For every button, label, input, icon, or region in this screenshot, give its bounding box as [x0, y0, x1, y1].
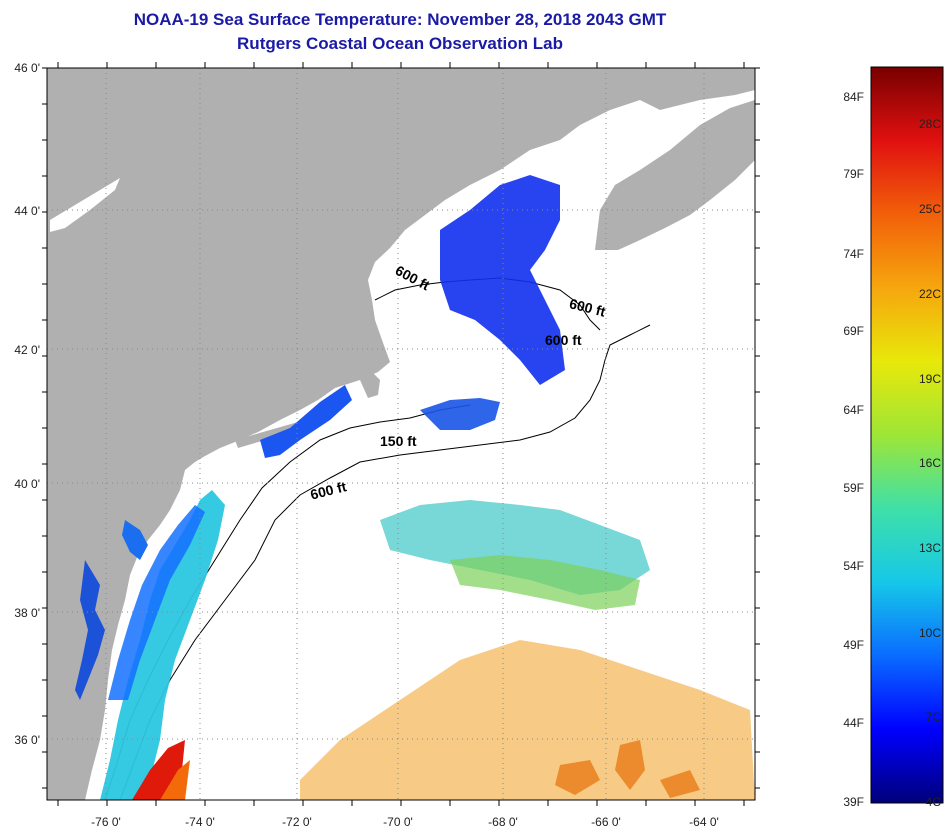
- lake-ontario: [50, 178, 120, 232]
- sst-georges-bank: [420, 398, 500, 430]
- colorbar-c-label: 13C: [919, 541, 941, 555]
- colorbar-c-label: 16C: [919, 456, 941, 470]
- colorbar-c-label: 7C: [926, 710, 942, 724]
- sst-coastal-swath: [100, 490, 225, 800]
- lon-label: -66 0': [591, 815, 621, 829]
- colorbar-f-label: 39F: [843, 795, 864, 809]
- lon-label: -70 0': [383, 815, 413, 829]
- sst-gulfstream-orange: [160, 760, 190, 800]
- lat-label: 40 0': [14, 477, 40, 491]
- colorbar-fahrenheit-labels: 84F 79F 74F 69F 64F 59F 54F 49F 44F 39F: [843, 90, 864, 809]
- colorbar-f-label: 84F: [843, 90, 864, 104]
- map-subtitle: Rutgers Coastal Ocean Observation Lab: [237, 34, 563, 53]
- colorbar: [870, 66, 944, 804]
- colorbar-f-label: 54F: [843, 559, 864, 573]
- sst-slope-green: [450, 555, 640, 610]
- delaware-bay: [122, 520, 148, 560]
- lat-label: 46 0': [14, 61, 40, 75]
- colorbar-c-label: 19C: [919, 372, 941, 386]
- colorbar-f-label: 74F: [843, 247, 864, 261]
- sst-long-island-sound: [260, 385, 352, 458]
- longitude-axis: -76 0' -74 0' -72 0' -70 0' -68 0' -66 0…: [91, 815, 719, 829]
- colorbar-f-label: 64F: [843, 403, 864, 417]
- colorbar-f-label: 59F: [843, 481, 864, 495]
- latitude-axis: 46 0' 44 0' 42 0' 40 0' 38 0' 36 0': [14, 61, 40, 747]
- lon-label: -74 0': [185, 815, 215, 829]
- colorbar-c-label: 28C: [919, 117, 941, 131]
- colorbar-c-label: 25C: [919, 202, 941, 216]
- chesapeake-bay: [75, 560, 105, 700]
- colorbar-f-label: 79F: [843, 167, 864, 181]
- land-cape-cod: [360, 372, 380, 398]
- sst-coastal-inner: [108, 505, 205, 700]
- colorbar-c-label: 22C: [919, 287, 941, 301]
- isobath-label: 150 ft: [380, 433, 417, 449]
- map-title: NOAA-19 Sea Surface Temperature: Novembe…: [133, 10, 667, 29]
- land-mainland: [47, 68, 755, 800]
- lat-label: 44 0': [14, 204, 40, 218]
- lat-label: 36 0': [14, 733, 40, 747]
- colorbar-f-label: 69F: [843, 324, 864, 338]
- lon-label: -76 0': [91, 815, 121, 829]
- lat-label: 38 0': [14, 606, 40, 620]
- axis-ticks: [42, 62, 760, 806]
- isobath-600ft-shelf: [119, 324, 651, 800]
- isobath-label: 600 ft: [545, 332, 582, 348]
- land-nova-scotia: [595, 100, 755, 250]
- colorbar-f-label: 44F: [843, 716, 864, 730]
- colorbar-f-label: 49F: [843, 638, 864, 652]
- sst-overlay: [100, 175, 755, 800]
- lon-label: -64 0': [689, 815, 719, 829]
- colorbar-celsius-labels: 28C 25C 22C 19C 16C 13C 10C 7C 4C: [919, 117, 941, 809]
- sst-gulf-of-maine-cold: [440, 175, 565, 385]
- lon-label: -68 0': [488, 815, 518, 829]
- colorbar-c-label: 4C: [926, 795, 942, 809]
- lon-label: -72 0': [282, 815, 312, 829]
- lat-label: 42 0': [14, 343, 40, 357]
- sst-offshore-patches: [555, 740, 700, 798]
- colorbar-c-label: 10C: [919, 626, 941, 640]
